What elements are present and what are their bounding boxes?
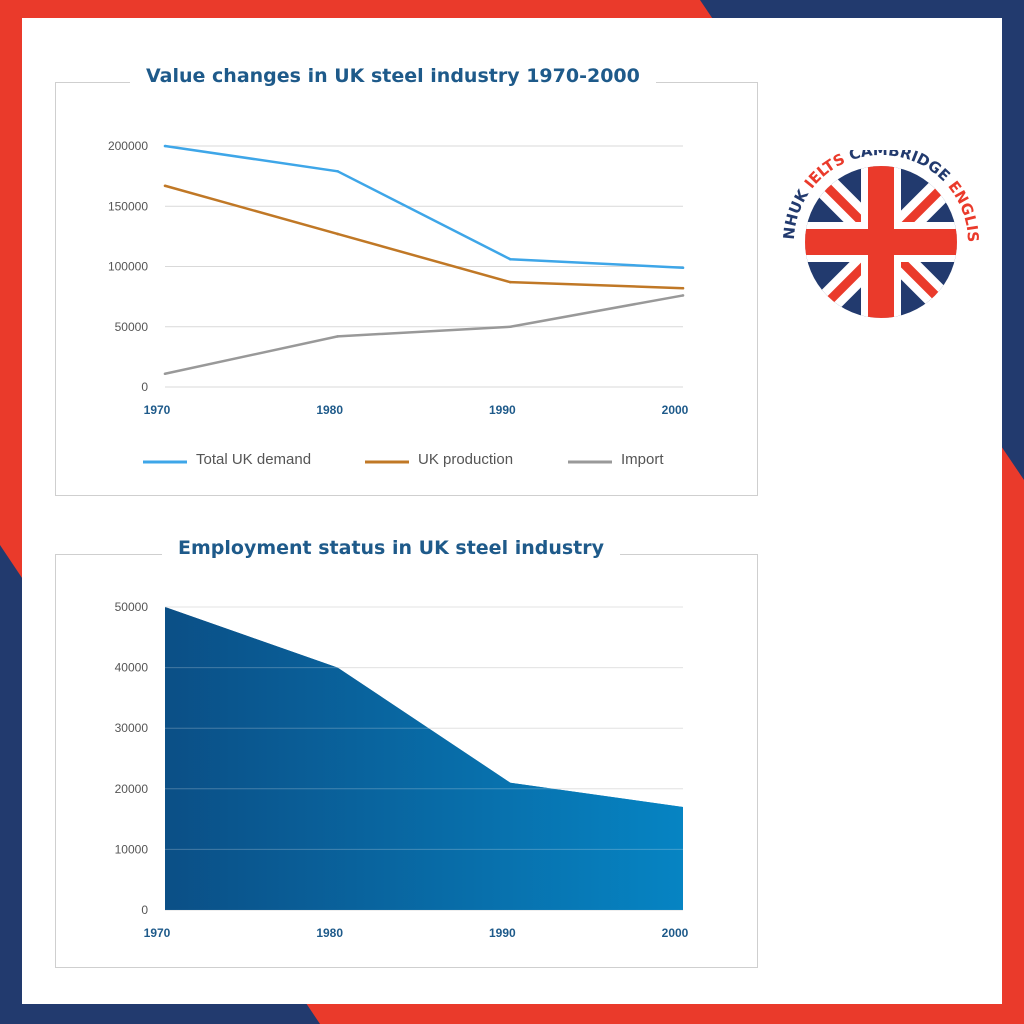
x-tick-label: 1980 — [316, 403, 343, 417]
x-tick-label: 2000 — [662, 403, 689, 417]
x-tick-label: 1970 — [144, 926, 171, 940]
data-point — [681, 286, 685, 290]
y-tick-label: 0 — [141, 903, 148, 917]
y-tick-label: 150000 — [108, 199, 148, 213]
value-chart-panel — [55, 82, 758, 496]
legend-label: UK production — [418, 451, 513, 468]
x-tick-label: 1980 — [316, 926, 343, 940]
data-point — [163, 372, 167, 376]
y-tick-label: 10000 — [115, 842, 149, 856]
series-line-import — [164, 294, 684, 375]
data-point — [163, 184, 167, 188]
employment-chart-title: Employment status in UK steel industry — [162, 534, 621, 562]
x-tick-label: 1990 — [489, 403, 516, 417]
x-tick-label: 2000 — [662, 926, 689, 940]
y-tick-label: 30000 — [115, 721, 149, 735]
data-point — [336, 335, 339, 338]
y-tick-label: 20000 — [115, 782, 149, 796]
data-point — [509, 325, 512, 329]
series-line-total-uk-demand — [164, 144, 684, 269]
value-chart-title: Value changes in UK steel industry 1970-… — [130, 62, 656, 90]
data-point — [681, 294, 685, 297]
linhuk-ielts-cambridge-logo: LINHUK IELTS CAMBRIDGE ENGLISH — [780, 150, 980, 318]
data-point — [681, 266, 685, 270]
data-point — [336, 232, 339, 236]
x-tick-label: 1990 — [489, 926, 516, 940]
data-point — [509, 280, 512, 284]
employment-area-overlay — [165, 607, 683, 910]
data-point — [163, 144, 167, 148]
y-tick-label: 50000 — [115, 600, 149, 614]
x-tick-label: 1970 — [144, 403, 171, 417]
legend-label: Import — [621, 451, 664, 468]
series-line-uk-production — [164, 184, 684, 290]
y-tick-label: 50000 — [115, 320, 149, 334]
y-tick-label: 40000 — [115, 661, 149, 675]
data-point — [336, 170, 339, 173]
legend-label: Total UK demand — [196, 451, 311, 468]
data-point — [509, 257, 512, 261]
y-tick-label: 0 — [141, 380, 148, 394]
y-tick-label: 200000 — [108, 139, 148, 153]
y-tick-label: 100000 — [108, 260, 148, 274]
